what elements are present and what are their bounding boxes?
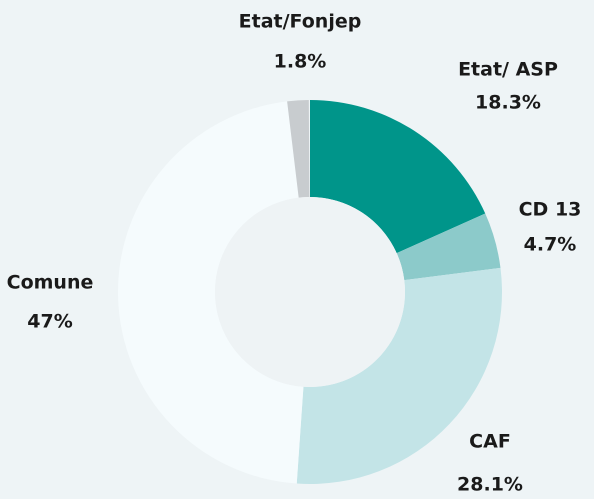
category-label: Etat/Fonjep (239, 11, 362, 33)
donut-segment (310, 100, 486, 254)
value-label: 4.7% (524, 234, 577, 256)
category-label: Etat/ ASP (458, 59, 558, 81)
value-label: 18.3% (475, 92, 541, 114)
value-label: 47% (27, 311, 72, 333)
value-label: 28.1% (457, 474, 523, 496)
value-label: 1.8% (274, 51, 327, 73)
category-label: Comune (7, 272, 94, 294)
donut-segment (396, 213, 501, 281)
donut-segment (296, 267, 502, 484)
category-label: CD 13 (519, 199, 582, 221)
donut-hole (215, 197, 405, 387)
donut-segment (287, 100, 310, 198)
donut-segment (117, 101, 304, 484)
category-label: CAF (469, 431, 511, 453)
